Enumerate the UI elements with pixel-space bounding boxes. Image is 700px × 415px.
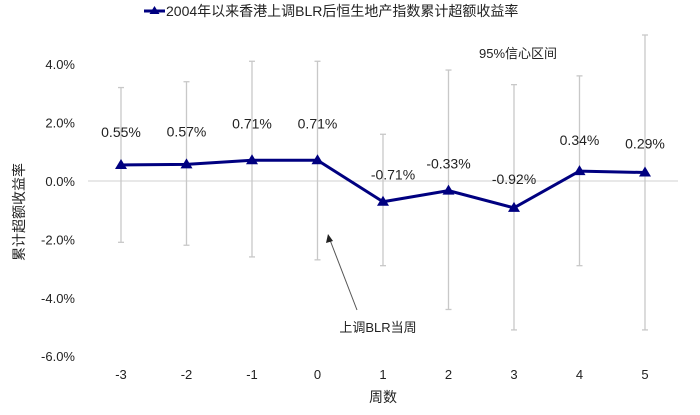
data-label: 0.34%	[560, 132, 600, 148]
data-label: -0.92%	[492, 171, 536, 187]
x-tick-label: 3	[510, 367, 517, 382]
x-tick-label: 5	[641, 367, 648, 382]
x-tick-label: 1	[379, 367, 386, 382]
x-tick-label: -2	[181, 367, 193, 382]
x-axis-ticks: -3 -2 -1 0 1 2 3 4 5	[115, 367, 648, 382]
y-tick-label: 0.0%	[45, 174, 75, 189]
triangle-marker-icon	[573, 165, 586, 176]
y-tick-label: -6.0%	[41, 349, 75, 364]
legend: 2004年以来香港上调BLR后恒生地产指数累计超额收益率	[144, 3, 518, 19]
annotation-arrow-line	[329, 239, 358, 311]
triangle-marker-icon	[246, 154, 258, 165]
y-axis-title: 累计超额收益率	[11, 163, 27, 261]
y-tick-label: -2.0%	[41, 232, 75, 247]
x-tick-label: -1	[246, 367, 258, 382]
x-tick-label: 2	[445, 367, 452, 382]
event-annotation: 上调BLR当周	[326, 234, 417, 335]
triangle-marker-icon	[377, 195, 389, 206]
x-tick-label: 4	[576, 367, 583, 382]
y-axis-ticks: 4.0% 2.0% 0.0% -2.0% -4.0% -6.0%	[41, 57, 75, 364]
event-label: 上调BLR当周	[339, 320, 416, 335]
x-axis-title: 周数	[369, 389, 397, 405]
ci-annotation: 95%信心区间	[479, 46, 557, 61]
triangle-marker-icon	[639, 166, 651, 177]
arrowhead-icon	[326, 234, 333, 243]
data-labels: 0.55% 0.57% 0.71% 0.71% -0.71% -0.33% -0.92% 0.…	[101, 115, 665, 187]
data-label: -0.71%	[371, 167, 415, 183]
data-label: 0.55%	[101, 124, 141, 140]
y-tick-label: -4.0%	[41, 291, 75, 306]
y-tick-label: 2.0%	[45, 116, 75, 131]
x-tick-label: -3	[115, 367, 127, 382]
triangle-marker-icon	[115, 158, 127, 169]
y-tick-label: 4.0%	[45, 57, 75, 72]
triangle-marker-icon	[180, 158, 193, 169]
x-tick-label: 0	[314, 367, 321, 382]
triangle-marker-icon	[508, 201, 520, 212]
triangle-marker-icon	[311, 154, 324, 165]
triangle-marker-icon	[442, 184, 455, 195]
data-label: 0.57%	[167, 123, 207, 139]
data-label: 0.71%	[298, 115, 338, 131]
data-label: -0.33%	[426, 156, 470, 172]
data-label: 0.71%	[232, 115, 272, 131]
legend-label: 2004年以来香港上调BLR后恒生地产指数累计超额收益率	[166, 3, 518, 19]
legend-triangle-icon	[149, 6, 160, 14]
series-line	[115, 154, 651, 212]
data-label: 0.29%	[625, 136, 665, 152]
